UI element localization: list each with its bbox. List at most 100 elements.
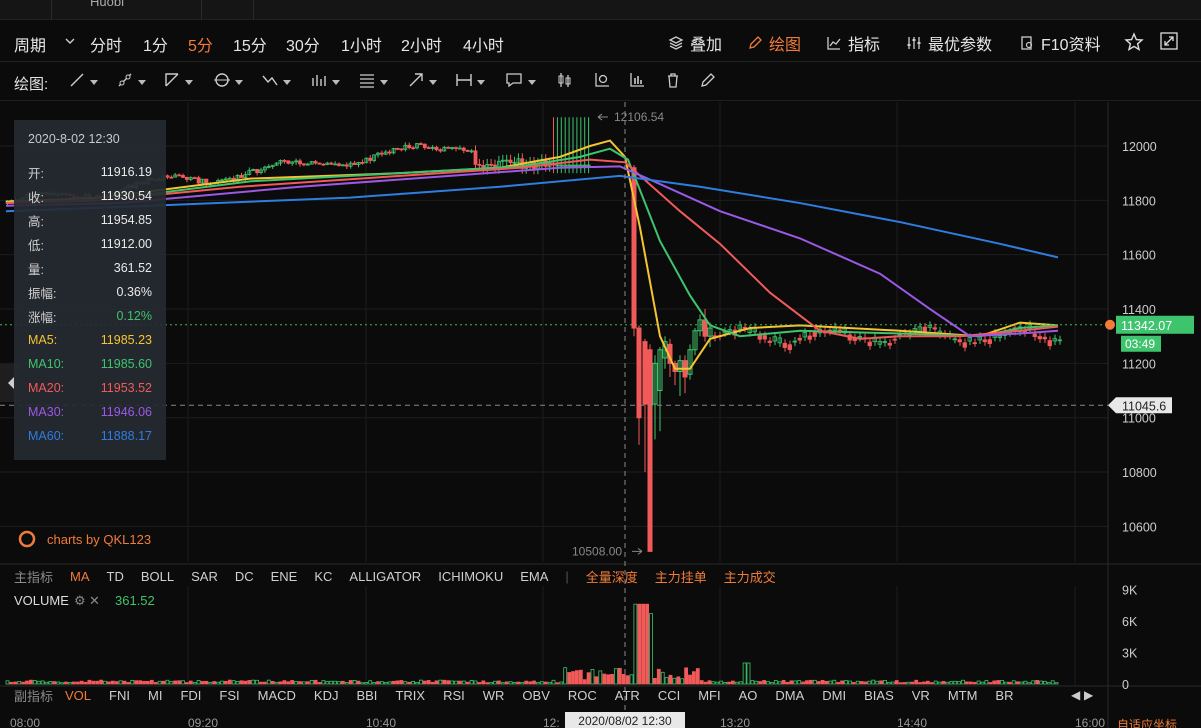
sub-indicator-br[interactable]: BR	[995, 688, 1013, 703]
volume-bar	[369, 681, 372, 684]
main-indicator-kc[interactable]: KC	[314, 569, 332, 584]
fullscreen-icon[interactable]	[1160, 32, 1178, 55]
sub-indicator-trix[interactable]: TRIX	[395, 688, 425, 703]
volume-bar	[287, 682, 290, 684]
menu-tab[interactable]	[0, 0, 52, 20]
sub-indicator-mi[interactable]: MI	[148, 688, 162, 703]
sub-indicator-bbi[interactable]: BBI	[356, 688, 377, 703]
volume-bar	[458, 681, 461, 684]
candlestick-chart[interactable]: 12000 11800 11600 11400 11200 11000 10800 10600…	[0, 102, 1201, 728]
gear-icon[interactable]: ⚙	[74, 593, 86, 608]
sub-indicator-rsi[interactable]: RSI	[443, 688, 465, 703]
volume-bar	[127, 682, 130, 684]
sub-indicator-dma[interactable]: DMA	[775, 688, 804, 703]
overlay-button[interactable]: 叠加	[668, 31, 722, 55]
main-indicator-sar[interactable]: SAR	[191, 569, 218, 584]
time-label: 12:	[543, 716, 560, 728]
sub-indicator-mfi[interactable]: MFI	[698, 688, 720, 703]
main-indicator-ene[interactable]: ENE	[271, 569, 298, 584]
crosshair-time-label: 2020/08/02 12:30	[565, 712, 685, 728]
indicator-button[interactable]: 指标	[826, 31, 880, 55]
add-tab[interactable]	[202, 0, 254, 20]
sub-indicator-cci[interactable]: CCI	[658, 688, 680, 703]
main-indicator-dc[interactable]: DC	[235, 569, 254, 584]
sub-indicator-vr[interactable]: VR	[912, 688, 930, 703]
main-indicator-ma[interactable]: MA	[70, 569, 90, 584]
interval-5m[interactable]: 5分	[188, 32, 213, 56]
buy-sell-marker-tool[interactable]	[557, 71, 575, 93]
best-params-button[interactable]: 最优参数	[906, 31, 992, 55]
sub-indicator-fni[interactable]: FNI	[109, 688, 130, 703]
interval-15m[interactable]: 15分	[233, 32, 267, 56]
fib-tool[interactable]	[358, 71, 388, 93]
volume-bar	[763, 680, 766, 684]
channel-tool[interactable]	[163, 71, 193, 93]
volume-bar	[150, 680, 153, 684]
volume-bar	[533, 681, 536, 684]
pattern-tool-icon	[310, 71, 328, 94]
ray-tool[interactable]	[116, 71, 146, 93]
main-indicator-alligator[interactable]: ALLIGATOR	[349, 569, 421, 584]
bar-stat-tool[interactable]	[628, 71, 646, 93]
volume-bar	[1004, 682, 1007, 684]
interval-4h[interactable]: 4小时	[463, 32, 504, 56]
depth-option[interactable]: 主力挂单	[655, 567, 707, 586]
sub-indicator-fdi[interactable]: FDI	[180, 688, 201, 703]
measure-tool[interactable]	[455, 71, 485, 93]
main-indicator-td[interactable]: TD	[107, 569, 124, 584]
sub-indicator-roc[interactable]: ROC	[568, 688, 597, 703]
draw-button[interactable]: 绘图	[747, 31, 801, 55]
info-value: 361.52	[114, 261, 152, 275]
main-indicator-ichimoku[interactable]: ICHIMOKU	[438, 569, 503, 584]
volume-bar	[989, 683, 992, 684]
arrow-tool[interactable]	[407, 71, 437, 93]
sub-indicator-vol[interactable]: VOL	[65, 688, 91, 703]
volume-bar	[872, 680, 875, 684]
sub-indicator-macd[interactable]: MACD	[258, 688, 296, 703]
candle-body	[427, 148, 430, 149]
info-row: 低: 11912.00	[28, 232, 152, 256]
wave-tool[interactable]	[261, 71, 291, 93]
depth-option[interactable]: 主力成交	[724, 567, 776, 586]
interval-30m[interactable]: 30分	[286, 32, 320, 56]
pattern-tool[interactable]	[310, 71, 340, 93]
volume-bar	[1051, 681, 1054, 684]
close-icon[interactable]: ✕	[89, 593, 100, 608]
f10-button[interactable]: F10资料	[1019, 31, 1101, 55]
draw-settings-button[interactable]	[699, 71, 717, 93]
sub-indicator-bias[interactable]: BIAS	[864, 688, 894, 703]
info-key: 收:	[28, 187, 44, 206]
interval-2h[interactable]: 2小时	[401, 32, 442, 56]
sub-indicator-kdj[interactable]: KDJ	[314, 688, 339, 703]
volume-bar	[848, 681, 851, 684]
sub-indicator-atr[interactable]: ATR	[615, 688, 640, 703]
text-tool[interactable]	[504, 71, 536, 93]
price-note-tool[interactable]	[593, 71, 611, 93]
sub-indicator-mtm[interactable]: MTM	[948, 688, 978, 703]
circle-tool[interactable]	[213, 71, 243, 93]
volume-bar	[891, 682, 894, 684]
sub-indicator-fsi[interactable]: FSI	[219, 688, 239, 703]
main-indicator-boll[interactable]: BOLL	[141, 569, 174, 584]
clear-drawings-button[interactable]	[664, 71, 682, 93]
auto-fit-button[interactable]: 自适应坐标	[1117, 716, 1177, 728]
sub-indicator-ao[interactable]: AO	[739, 688, 758, 703]
interval-1m[interactable]: 1分	[143, 32, 168, 56]
star-icon[interactable]	[1124, 32, 1144, 57]
exchange-tab[interactable]: Huobi	[52, 0, 202, 20]
sub-indicator-obv[interactable]: OBV	[522, 688, 549, 703]
interval-fenshi[interactable]: 分时	[90, 32, 122, 56]
line-tool[interactable]	[68, 71, 98, 93]
volume-bar	[876, 681, 879, 684]
volume-bar	[673, 678, 676, 684]
depth-option[interactable]: 全量深度	[586, 567, 638, 586]
main-indicator-ema[interactable]: EMA	[520, 569, 548, 584]
volume-bar	[825, 681, 828, 684]
volume-bar	[599, 671, 602, 684]
sub-indicator-wr[interactable]: WR	[483, 688, 505, 703]
sub-indicator-dmi[interactable]: DMI	[822, 688, 846, 703]
document-search-icon	[1019, 35, 1035, 51]
volume-bar	[1008, 682, 1011, 684]
interval-1h[interactable]: 1小时	[341, 32, 382, 56]
chevron-down-icon[interactable]	[64, 34, 76, 52]
